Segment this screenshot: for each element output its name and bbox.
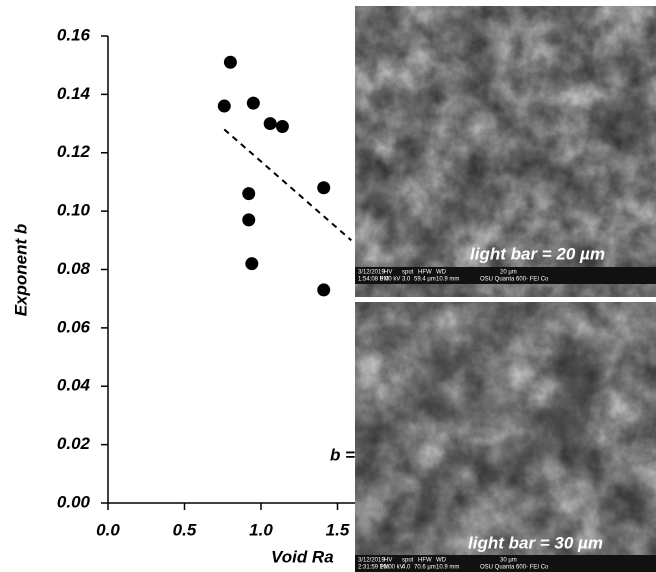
meta-field: 10.9 mm: [436, 565, 459, 571]
y-tick-label: 0.14: [57, 84, 91, 103]
meta-field: 1:54:08 PM: [358, 277, 389, 283]
meta-field: 30 µm: [500, 558, 517, 564]
meta-field: WD: [436, 270, 447, 276]
meta-field: spot: [402, 270, 414, 276]
image-caption: light bar = 30 µm: [468, 533, 603, 552]
y-axis-label: Exponent b: [11, 224, 30, 317]
meta-field: 10.00 kV: [380, 565, 404, 571]
point: [223, 55, 237, 69]
meta-field: 2:31:59 PM: [358, 565, 389, 571]
meta-field: 70.6 µm: [414, 565, 436, 571]
point: [317, 283, 331, 297]
meta-fields: 3/12/2019 HV spot HFW WD 20 µm 1:54:08 PM5.00 …: [358, 270, 549, 283]
meta-bar: [355, 555, 656, 572]
x-tick-label: 0.0: [96, 520, 120, 539]
meta-field: HV: [384, 558, 392, 564]
image-texture: [355, 6, 656, 297]
sem-image: light bar = 20 µm 3/12/2019 HV spot HFW WD 20…: [355, 6, 656, 297]
meta-field: WD: [436, 558, 447, 564]
y-tick-label: 0.00: [57, 492, 91, 511]
y-tick-label: 0.04: [57, 376, 91, 395]
y-tick-label: 0.02: [57, 434, 91, 453]
meta-field: 5.00 kV: [380, 277, 400, 283]
meta-field: 59.4 µm: [414, 277, 436, 283]
meta-field: 20 µm: [500, 270, 517, 276]
x-tick-label: 1.0: [249, 520, 273, 539]
x-axis-label: Void Ra: [271, 547, 334, 566]
x-tick-label: 1.5: [326, 520, 350, 539]
meta-bar: [355, 267, 656, 284]
meta-fields: 3/12/2019 HV spot HFW WD 30 µm 2:31:59 PM10.00…: [358, 558, 549, 571]
meta-field: 3/12/2019: [358, 558, 385, 564]
image-texture: [355, 302, 656, 572]
meta-field: spot: [402, 558, 414, 564]
point: [217, 99, 231, 113]
meta-field: HV: [384, 270, 392, 276]
point: [242, 213, 256, 227]
point: [245, 257, 259, 271]
meta-field: 3/12/2019: [358, 270, 385, 276]
y-tick-label: 0.06: [57, 317, 91, 336]
y-tick-label: 0.10: [57, 201, 91, 220]
meta-field: 10.9 mm: [436, 277, 459, 283]
point: [275, 119, 289, 133]
sem-image: light bar = 30 µm 3/12/2019 HV spot HFW WD 30…: [355, 302, 656, 572]
meta-field: HFW: [418, 558, 432, 564]
annotation: b =: [330, 445, 355, 464]
y-tick-label: 0.12: [57, 142, 91, 161]
meta-field: HFW: [418, 270, 432, 276]
meta-field: OSU Quanta 600- FEI Co: [480, 277, 549, 283]
point: [263, 117, 277, 131]
plot-area: 0.00 0.02 0.04 0.06 0.08 0.10 0.12 0.14 0.16 0.0 0…: [57, 25, 567, 539]
point: [246, 96, 260, 110]
image-caption: light bar = 20 µm: [470, 244, 605, 263]
x-tick-label: 0.5: [173, 520, 197, 539]
meta-field: OSU Quanta 600- FEI Co: [480, 565, 549, 571]
point: [242, 187, 256, 201]
point: [317, 181, 331, 195]
y-tick-label: 0.08: [57, 259, 91, 278]
meta-field: 3.0: [402, 277, 411, 283]
y-tick-label: 0.16: [57, 25, 91, 44]
meta-field: 4.0: [402, 565, 411, 571]
trend-line: [223, 128, 352, 242]
